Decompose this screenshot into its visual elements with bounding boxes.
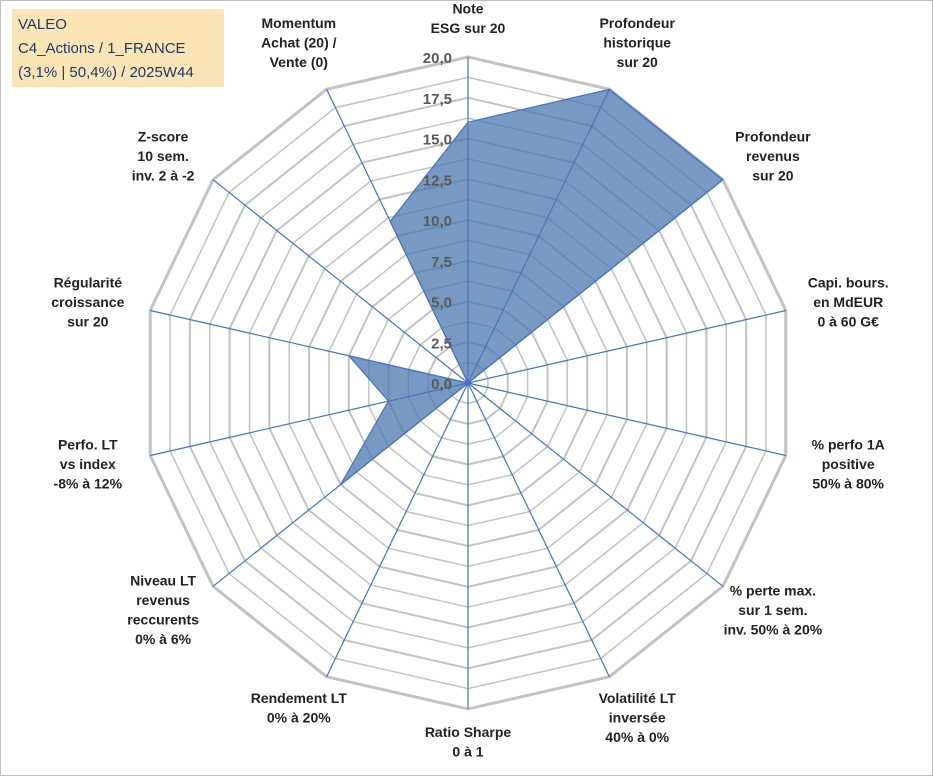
radar-tick-labels: 0,0 2,5 5,0 7,5 10,0 12,5 15,0 17,5 20,0 <box>423 50 452 393</box>
axis-label-line: 0 à 60 G€ <box>817 314 879 330</box>
tick-label: 2,5 <box>431 335 452 352</box>
axis-label-line: Régularité <box>54 275 123 291</box>
axis-label: Volatilité LT inversée 40% à 0% <box>599 690 677 745</box>
tick-label: 15,0 <box>423 132 452 149</box>
axis-label-line: % perte max. <box>730 583 816 599</box>
tick-label: 7,5 <box>431 254 452 271</box>
axis-label-line: ESG sur 20 <box>431 20 506 36</box>
tick-label: 10,0 <box>423 213 452 230</box>
axis-label-line: -8% à 12% <box>54 476 123 492</box>
axis-label-line: Momentum <box>261 15 336 31</box>
axis-label-line: Note <box>452 1 483 17</box>
axis-label: Niveau LT revenus reccurents 0% à 6% <box>127 573 199 648</box>
axis-label-line: sur 1 sem. <box>738 602 807 618</box>
info-line-category: C4_Actions / 1_FRANCE <box>18 40 186 57</box>
axis-label-line: Perfo. LT <box>58 437 118 453</box>
data-series-area <box>340 88 724 486</box>
axis-label-line: Z-score <box>138 129 189 145</box>
axis-label-line: vs index <box>60 456 116 472</box>
axis-label-line: 0% à 6% <box>135 631 192 647</box>
axis-label: Ratio Sharpe 0 à 1 <box>425 724 512 760</box>
axis-label: % perte max. sur 1 sem. inv. 50% à 20% <box>724 583 823 638</box>
axis-label-line: Volatilité LT <box>599 690 677 706</box>
info-line-company: VALEO <box>18 16 67 33</box>
axis-label-line: sur 20 <box>67 314 108 330</box>
info-line-stats: (3,1% | 50,4%) / 2025W44 <box>18 64 194 81</box>
axis-label-line: en MdEUR <box>813 294 883 310</box>
axis-label-line: sur 20 <box>752 168 793 184</box>
axis-label-line: 10 sem. <box>137 148 188 164</box>
axis-spoke <box>467 382 786 457</box>
axis-label-line: Profondeur <box>735 129 811 145</box>
tick-label: 0,0 <box>431 376 452 393</box>
tick-label: 5,0 <box>431 295 452 312</box>
axis-label-line: 50% à 80% <box>812 476 884 492</box>
axis-label: Profondeur historique sur 20 <box>599 15 675 70</box>
info-box: VALEO C4_Actions / 1_FRANCE (3,1% | 50,4… <box>12 9 224 87</box>
axis-label-line: reccurents <box>127 612 199 628</box>
axis-label-line: Profondeur <box>599 15 675 31</box>
axis-label-line: positive <box>822 456 875 472</box>
axis-label-line: Capi. bours. <box>808 275 889 291</box>
axis-label-line: Rendement LT <box>251 690 348 706</box>
axis-label-line: inversée <box>609 710 666 726</box>
axis-spoke <box>467 382 610 677</box>
axis-label-line: 0 à 1 <box>452 744 483 760</box>
axis-label-line: Vente (0) <box>270 54 328 70</box>
axis-label: % perfo 1A positive 50% à 80% <box>812 437 885 492</box>
axis-label: Régularité croissance sur 20 <box>51 275 124 330</box>
axis-label: Perfo. LT vs index -8% à 12% <box>54 437 123 492</box>
axis-label-line: croissance <box>51 294 124 310</box>
axis-label: Capi. bours. en MdEUR 0 à 60 G€ <box>808 275 889 330</box>
axis-label: Note ESG sur 20 <box>431 1 506 37</box>
axis-label-line: historique <box>603 34 671 50</box>
radar-series <box>340 88 724 486</box>
axis-label-line: revenus <box>136 592 190 608</box>
axis-label-line: Achat (20) / <box>261 34 337 50</box>
axis-label-line: inv. 50% à 20% <box>724 622 823 638</box>
axis-spoke <box>467 309 786 384</box>
axis-label-line: % perfo 1A <box>812 437 885 453</box>
axis-spoke <box>326 382 469 677</box>
tick-label: 20,0 <box>423 50 452 67</box>
axis-spoke <box>467 382 724 587</box>
axis-label-line: Niveau LT <box>130 573 196 589</box>
axis-label-line: revenus <box>746 148 800 164</box>
axis-label-line: 40% à 0% <box>605 729 669 745</box>
axis-label-line: sur 20 <box>617 54 658 70</box>
axis-label-line: inv. 2 à -2 <box>132 168 195 184</box>
axis-spoke <box>212 179 469 384</box>
tick-label: 17,5 <box>423 91 452 108</box>
axis-label: Momentum Achat (20) / Vente (0) <box>261 15 337 70</box>
tick-label: 12,5 <box>423 172 452 189</box>
axis-label: Profondeur revenus sur 20 <box>735 129 811 184</box>
axis-label: Rendement LT 0% à 20% <box>251 690 348 726</box>
axis-label-line: Ratio Sharpe <box>425 724 512 740</box>
axis-label-line: 0% à 20% <box>267 710 331 726</box>
radar-axis-labels: Note ESG sur 20 Profondeur historique sur 20… <box>51 1 888 760</box>
axis-label: Z-score 10 sem. inv. 2 à -2 <box>132 129 195 184</box>
